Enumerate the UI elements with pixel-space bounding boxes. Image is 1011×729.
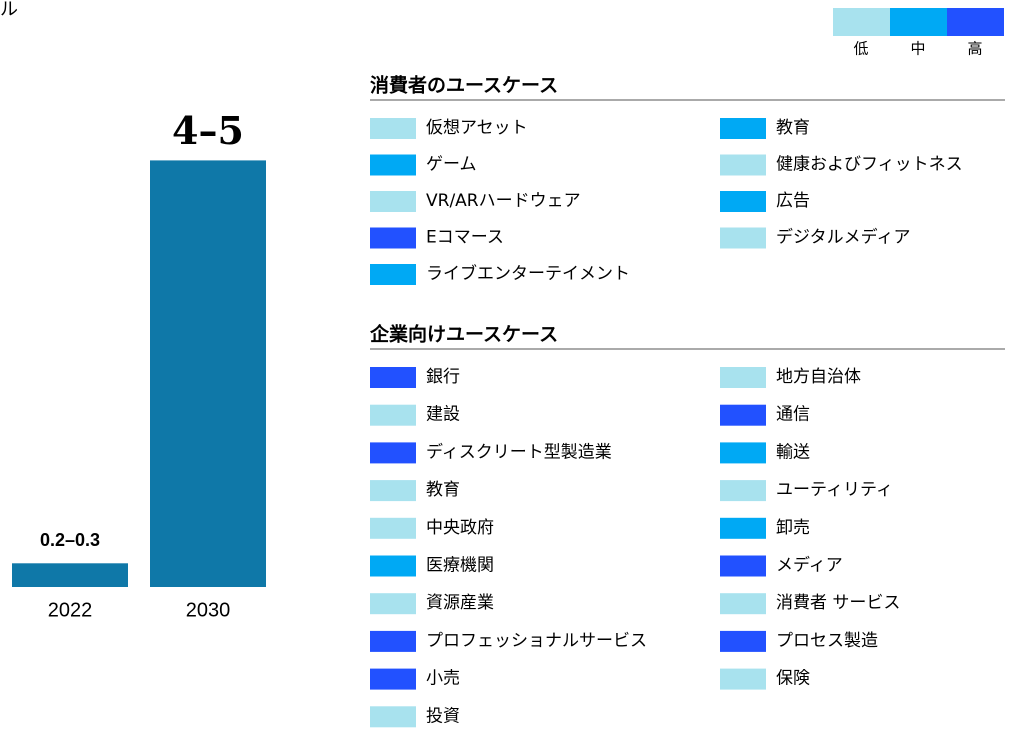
use-case-label: 保険 bbox=[776, 669, 810, 689]
use-case-label: 健康およびフィットネス bbox=[776, 155, 963, 175]
level-swatch bbox=[370, 555, 416, 577]
use-case-label: 資源産業 bbox=[426, 593, 494, 613]
level-swatch bbox=[720, 480, 766, 502]
level-swatch bbox=[720, 404, 766, 426]
level-swatch bbox=[370, 154, 416, 176]
use-case-label: VR/ARハードウェア bbox=[426, 191, 581, 211]
use-case-label: 教育 bbox=[426, 480, 460, 500]
level-swatch bbox=[720, 668, 766, 690]
x-tick-label: 2022 bbox=[48, 599, 93, 621]
section-title: 消費者のユースケース bbox=[370, 74, 558, 97]
legend-swatch bbox=[890, 8, 947, 36]
level-swatch bbox=[370, 367, 416, 388]
use-case-label: 医療機関 bbox=[426, 556, 494, 576]
use-case-label: 小売 bbox=[426, 669, 460, 689]
level-swatch bbox=[370, 118, 416, 139]
use-case-label: 地方自治体 bbox=[776, 367, 861, 387]
level-swatch bbox=[370, 668, 416, 690]
use-case-label: プロフェッショナルサービス bbox=[426, 631, 647, 651]
level-swatch bbox=[370, 404, 416, 426]
level-swatch bbox=[720, 118, 766, 139]
use-case-label: 教育 bbox=[776, 118, 810, 138]
use-case-label: 広告 bbox=[776, 191, 810, 211]
level-swatch bbox=[370, 517, 416, 539]
use-case-label: デジタルメディア bbox=[776, 227, 910, 248]
unit-label: ル bbox=[0, 0, 18, 20]
use-case-label: 消費者 サービス bbox=[776, 593, 900, 613]
level-swatch bbox=[720, 154, 766, 176]
use-case-label: 輸送 bbox=[776, 442, 810, 462]
level-swatch bbox=[720, 593, 766, 615]
value-label: 4–5 bbox=[172, 108, 244, 153]
legend-swatch bbox=[833, 8, 890, 36]
level-swatch bbox=[720, 191, 766, 212]
bar bbox=[150, 160, 266, 587]
level-swatch bbox=[370, 227, 416, 249]
level-swatch bbox=[720, 517, 766, 539]
use-case-label: 卸売 bbox=[776, 518, 810, 538]
use-case-label: 建設 bbox=[426, 405, 460, 425]
level-swatch bbox=[720, 555, 766, 577]
use-case-label: ディスクリート型製造業 bbox=[426, 441, 612, 462]
level-swatch bbox=[720, 227, 766, 249]
section-title: 企業向けユースケース bbox=[369, 323, 558, 346]
use-case-label: 投資 bbox=[426, 706, 460, 726]
legend-label: 高 bbox=[967, 40, 982, 58]
use-case-label: 中央政府 bbox=[426, 518, 494, 538]
level-swatch bbox=[370, 480, 416, 502]
use-case-label: Eコマース bbox=[426, 228, 504, 248]
legend-label: 低 bbox=[853, 40, 868, 58]
level-swatch bbox=[720, 367, 766, 388]
level-swatch bbox=[370, 442, 416, 464]
level-swatch bbox=[370, 630, 416, 652]
use-case-label: プロセス製造 bbox=[776, 631, 878, 651]
use-case-label: ライブエンターテイメント bbox=[426, 263, 630, 284]
level-swatch bbox=[370, 593, 416, 615]
level-swatch bbox=[370, 191, 416, 212]
level-swatch bbox=[370, 706, 416, 728]
value-label: 0.2–0.3 bbox=[40, 530, 100, 550]
use-case-label: ユーティリティ bbox=[776, 480, 893, 500]
level-swatch bbox=[720, 442, 766, 464]
use-case-label: ゲーム bbox=[426, 155, 477, 175]
legend-swatch bbox=[947, 8, 1004, 36]
x-tick-label: 2030 bbox=[186, 599, 231, 621]
use-case-label: 仮想アセット bbox=[426, 118, 528, 138]
level-swatch bbox=[720, 630, 766, 652]
bar bbox=[12, 563, 128, 587]
legend-label: 中 bbox=[910, 40, 925, 58]
use-case-label: 銀行 bbox=[426, 367, 460, 387]
use-case-label: メディア bbox=[776, 555, 843, 576]
level-swatch bbox=[370, 264, 416, 285]
use-case-label: 通信 bbox=[776, 405, 810, 425]
